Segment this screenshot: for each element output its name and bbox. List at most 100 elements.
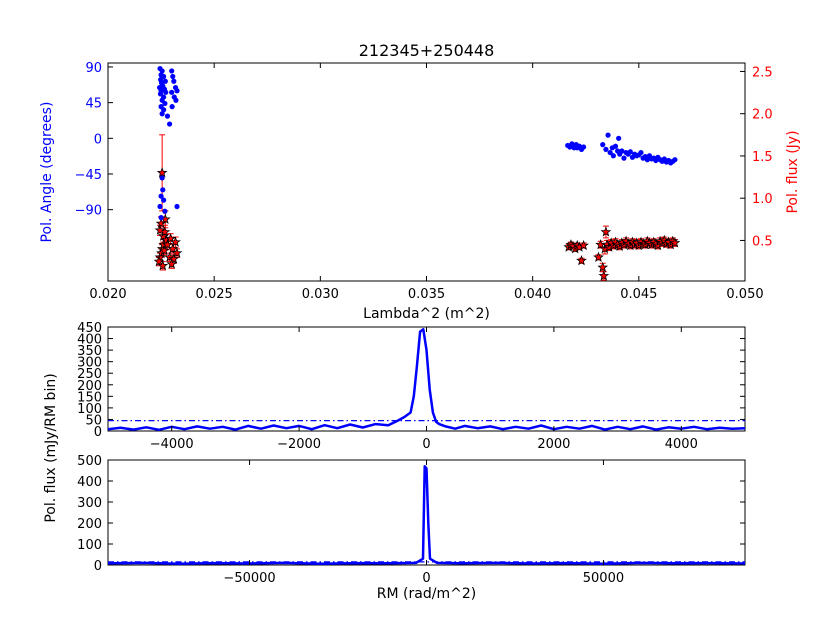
y-tick-label: 300 [77,496,102,511]
flux-star-point [669,237,681,248]
angle-point [159,68,165,74]
y-tick-label: 0 [94,425,102,440]
y-tick-label-right: 0.5 [752,234,773,249]
x-axis-label-lambda: Lambda^2 (m^2) [363,306,490,322]
x-axis-label-rm: RM (rad/m^2) [377,586,476,602]
x-tick-label: 50000 [583,571,624,586]
angle-point [169,89,175,95]
angle-point [638,149,644,156]
y-axis-label-angle: Pol. Angle (degrees) [39,102,55,243]
x-tick-label: 2000 [537,437,570,452]
y-tick-label-right: 2.5 [752,65,773,80]
angle-point [581,144,587,150]
x-tick-label: 0.030 [302,287,339,302]
angle-point [162,100,168,107]
angle-point [672,157,678,163]
y-tick-label-left: 90 [85,61,102,76]
y-tick-label: 300 [77,356,102,371]
rm-spectrum-zoom-panel: −4000 −2000 0 2000 4000050100150200250300350… [77,321,746,452]
y-tick-label: 200 [77,379,102,394]
angle-point [621,155,627,161]
y-tick-label: 450 [77,321,102,336]
angle-point [170,73,176,80]
angle-point [171,78,177,84]
angle-point [166,121,173,127]
flux-star-point [166,258,178,269]
panel3-axes: −50000 0 50000 0 100 200 300 400 500 [77,454,745,586]
flux-star-point [164,251,175,262]
angle-point [644,157,650,163]
angle-point [174,203,180,210]
y-tick-label: 500 [77,454,102,469]
angle-point [169,68,175,74]
flux-star-point [157,260,169,271]
flux-star-point [162,239,173,250]
y-tick-label: 350 [77,344,102,359]
x-tick-label: 0.020 [89,287,126,302]
angle-point [174,88,180,94]
angle-point [157,203,163,210]
flux-star-point [593,251,604,262]
angle-point [161,197,167,203]
y-axis-label-rm-flux: Pol. flux (mJy/RM bin) [43,373,59,522]
flux-star-point [597,261,609,273]
panel1-marks [153,65,681,281]
y-tick-label: 400 [77,333,102,348]
x-tick-label: 0 [422,437,430,452]
x-tick-label: 0 [422,571,430,586]
flux-star-point [158,244,170,256]
flux-star-point [600,226,612,237]
rm-spectrum-line [107,328,746,432]
y-tick-label: 150 [77,390,102,405]
flux-star-point [576,255,587,266]
x-tick-label: −2000 [277,437,321,452]
y-tick-label: 100 [77,538,102,553]
y-tick-label-left: 0 [94,132,102,147]
angle-point [627,149,633,155]
y-tick-label: 400 [77,475,102,490]
angle-flux-panel: 0.020 0.025 0.030 0.035 0.040 0.045 0.050 90 45 0… [39,41,801,322]
angle-point [158,214,164,221]
x-tick-label: 0.050 [726,287,763,302]
y-tick-label-right: 1.0 [752,192,773,207]
flux-star-point [171,247,183,258]
y-tick-label-right: 2.0 [752,108,773,123]
flux-star-point [170,236,181,247]
y-tick-label: 50 [85,413,102,428]
flux-star-point [578,239,589,251]
panel2-marks [107,328,746,432]
angle-point [163,89,169,95]
y-tick-label: 0 [94,559,102,574]
y-tick-label-left: −90 [75,204,102,219]
x-tick-label: −50000 [223,571,275,586]
panel1-axes: 0.020 0.025 0.030 0.035 0.040 0.045 0.050 90 45 0… [75,61,773,302]
angle-point [157,91,164,97]
x-tick-label: 0.045 [620,287,657,302]
y-tick-label: 250 [77,367,102,382]
flux-star-point [598,270,610,281]
angle-point [159,111,165,117]
angle-point [612,143,619,149]
y-tick-label-right: 1.5 [752,150,773,165]
x-tick-label: 0.035 [408,287,445,302]
y-tick-label-left: 45 [85,97,102,112]
x-tick-label: 0.040 [514,287,551,302]
angle-point [619,148,625,154]
chart-title: 212345+250448 [359,41,495,60]
angle-point [603,146,609,153]
panel2-axes: −4000 −2000 0 2000 4000050100150200250300350… [77,321,745,452]
flux-star-point [167,243,179,254]
x-tick-label: −4000 [150,437,194,452]
angle-point [607,149,613,156]
flux-star-point [153,256,165,267]
angle-point [161,107,167,113]
angle-point [605,132,611,138]
angle-point [158,193,164,199]
flux-star-point [168,253,180,264]
flux-star-point [156,167,168,178]
angle-point [173,97,179,103]
angle-point [159,175,165,181]
angle-point [169,104,175,110]
